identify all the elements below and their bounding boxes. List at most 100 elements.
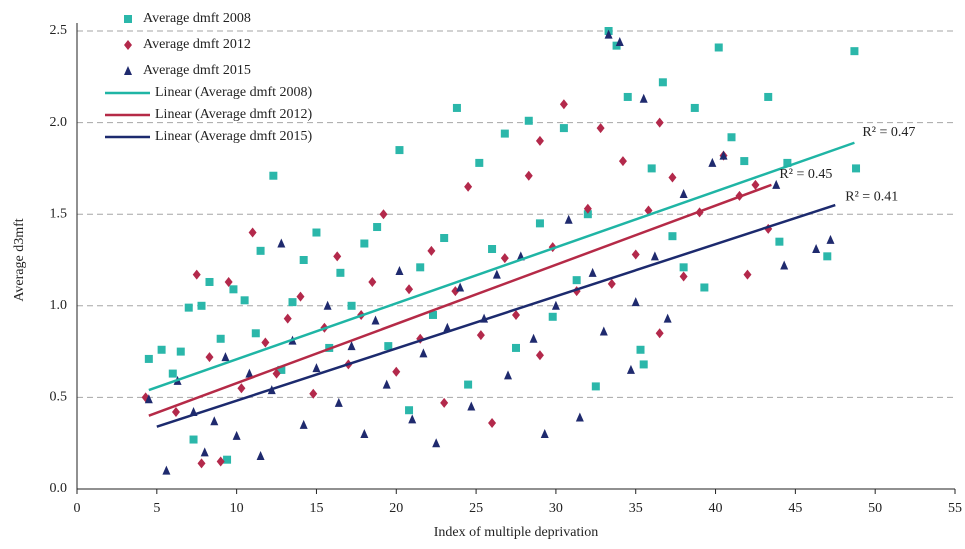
- x-tick-label: 55: [948, 501, 962, 516]
- r-squared-label: R² = 0.41: [845, 189, 898, 204]
- point: [607, 278, 616, 289]
- point: [408, 414, 417, 424]
- point: [451, 286, 460, 297]
- point: [347, 301, 356, 310]
- point: [416, 263, 425, 272]
- point: [668, 232, 677, 241]
- point: [200, 447, 209, 457]
- point: [384, 342, 393, 351]
- point: [197, 458, 206, 469]
- point: [551, 300, 560, 310]
- legend-label: Average dmft 2008: [143, 11, 251, 26]
- x-tick-label: 5: [153, 501, 160, 516]
- point: [277, 365, 286, 374]
- x-tick-label: 45: [788, 501, 802, 516]
- point: [360, 239, 369, 248]
- point: [323, 300, 332, 310]
- point: [184, 303, 193, 312]
- point: [368, 276, 377, 287]
- point: [524, 116, 533, 125]
- point: [559, 99, 568, 110]
- point: [371, 315, 380, 325]
- point: [488, 245, 497, 254]
- y-tick-label: 0.5: [50, 390, 68, 405]
- point: [277, 238, 286, 248]
- point: [440, 234, 449, 243]
- point: [248, 227, 257, 238]
- point: [650, 251, 659, 261]
- point: [679, 271, 688, 282]
- point: [504, 370, 513, 380]
- point: [162, 465, 171, 475]
- point: [210, 416, 219, 426]
- point: [655, 117, 664, 128]
- x-tick-label: 20: [389, 501, 403, 516]
- point: [223, 455, 232, 464]
- point: [333, 251, 342, 262]
- point: [382, 379, 391, 389]
- x-tick-label: 50: [868, 501, 882, 516]
- point: [492, 269, 501, 279]
- point: [237, 383, 246, 394]
- point: [535, 135, 544, 146]
- point: [512, 309, 520, 320]
- y-tick-label: 2.5: [50, 23, 68, 38]
- point: [588, 267, 597, 277]
- trendline: [148, 141, 855, 392]
- point: [850, 47, 859, 56]
- point: [500, 253, 509, 264]
- point: [269, 171, 278, 180]
- point: [596, 123, 605, 134]
- point: [647, 164, 656, 173]
- point: [500, 129, 509, 138]
- point: [144, 354, 153, 363]
- point: [205, 352, 214, 363]
- point: [299, 256, 308, 264]
- point: [205, 277, 214, 286]
- point: [360, 429, 369, 439]
- point: [443, 322, 452, 332]
- point: [823, 252, 832, 261]
- point: [743, 269, 752, 280]
- point: [575, 412, 584, 422]
- x-axis-title: Index of multiple deprivation: [434, 525, 598, 540]
- point: [251, 329, 260, 338]
- point: [690, 103, 699, 112]
- point: [599, 326, 608, 336]
- point: [529, 333, 538, 343]
- x-tick-label: 0: [74, 501, 81, 516]
- point: [192, 269, 201, 280]
- legend-label: Linear (Average dmft 2012): [155, 107, 313, 122]
- point: [456, 282, 465, 292]
- x-tick-label: 40: [709, 501, 723, 516]
- legend-label: Average dmft 2015: [143, 63, 251, 78]
- point: [583, 210, 592, 219]
- point: [623, 92, 632, 101]
- x-tick-label: 15: [309, 501, 323, 516]
- point: [392, 366, 401, 377]
- point: [751, 179, 760, 190]
- point: [452, 103, 461, 112]
- point: [256, 246, 265, 255]
- point: [272, 368, 281, 379]
- point: [427, 245, 436, 256]
- y-tick-label: 1.5: [50, 206, 68, 221]
- point: [197, 301, 206, 310]
- point: [535, 350, 544, 361]
- point: [591, 382, 600, 391]
- y-tick-label: 1.0: [50, 298, 68, 313]
- point: [780, 260, 789, 270]
- point: [144, 394, 153, 404]
- point: [583, 203, 592, 214]
- point: [224, 276, 233, 287]
- point: [679, 189, 688, 199]
- point: [168, 369, 177, 378]
- point: [379, 209, 388, 220]
- point: [467, 401, 476, 411]
- point: [618, 156, 627, 167]
- point: [783, 158, 792, 167]
- point: [548, 312, 557, 321]
- legend-label: Linear (Average dmft 2015): [155, 129, 313, 144]
- r-squared-label: R² = 0.47: [862, 125, 915, 140]
